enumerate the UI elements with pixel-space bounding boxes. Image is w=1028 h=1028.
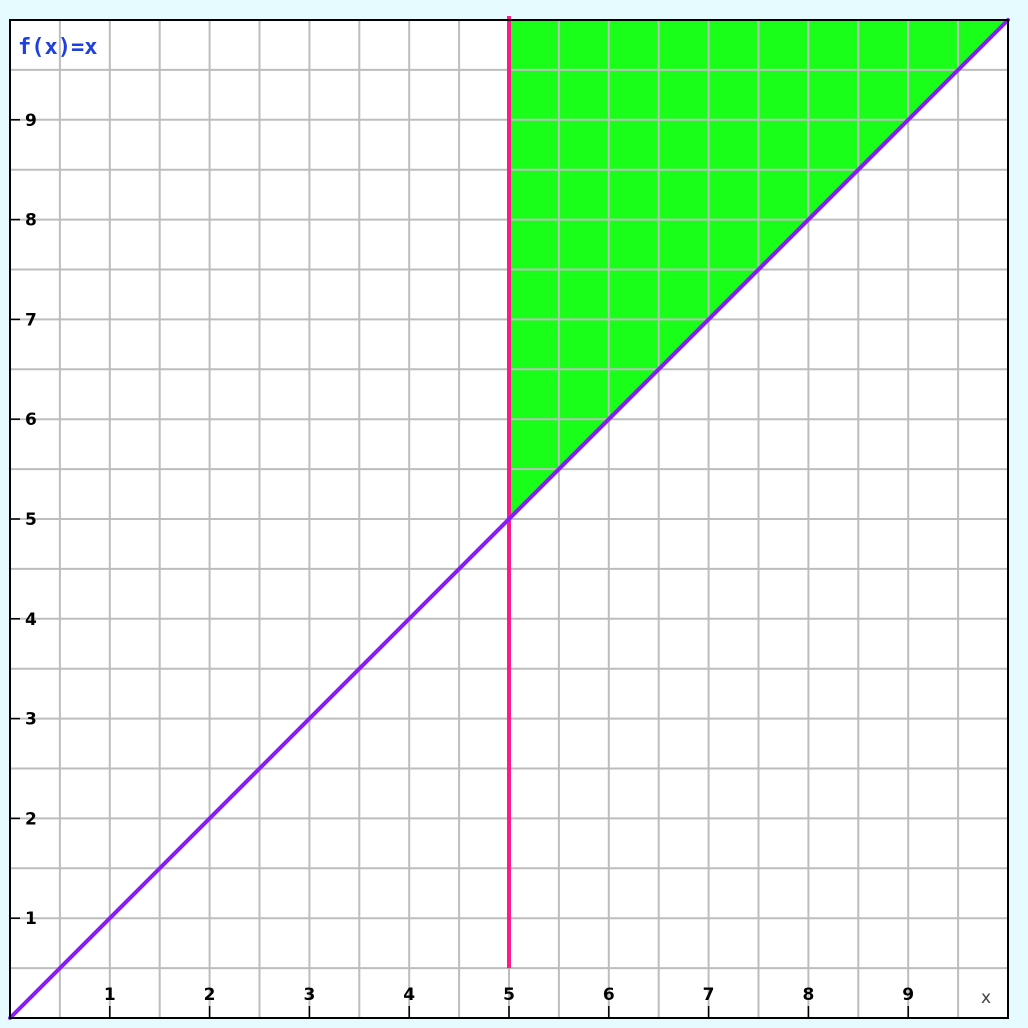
x-tick-label: 6 <box>603 985 615 1005</box>
x-tick-label: 9 <box>902 985 914 1005</box>
series-line-f-x <box>8 18 1010 1020</box>
y-tick-label: 6 <box>25 410 37 430</box>
x-tick-label: 1 <box>104 985 116 1005</box>
x-tick-label: 7 <box>703 985 715 1005</box>
plot-frame <box>9 19 1009 1019</box>
y-tick-label: 8 <box>25 211 37 231</box>
y-tick-label: 9 <box>25 111 37 131</box>
x-tick-labels: 1 2 3 4 5 6 7 8 9 <box>104 985 914 1005</box>
x-tick-label: 8 <box>802 985 814 1005</box>
x-axis-label: x <box>981 988 991 1008</box>
y-tick-label: 7 <box>25 310 37 330</box>
x-tick-label: 5 <box>503 985 515 1005</box>
y-tick-label: 3 <box>25 710 37 730</box>
x-tick-label: 4 <box>403 985 415 1005</box>
y-tick-label: 1 <box>25 909 37 929</box>
function-label: f(x)=x <box>18 35 97 60</box>
y-tick-label: 2 <box>25 809 37 829</box>
x-tick-label: 2 <box>204 985 216 1005</box>
y-tick-labels: 1 2 3 4 5 6 7 8 9 <box>25 111 37 929</box>
y-tick-label: 5 <box>25 510 37 530</box>
axis-ticks <box>10 119 909 1018</box>
x-tick-label: 3 <box>303 985 315 1005</box>
y-tick-label: 4 <box>25 610 37 630</box>
